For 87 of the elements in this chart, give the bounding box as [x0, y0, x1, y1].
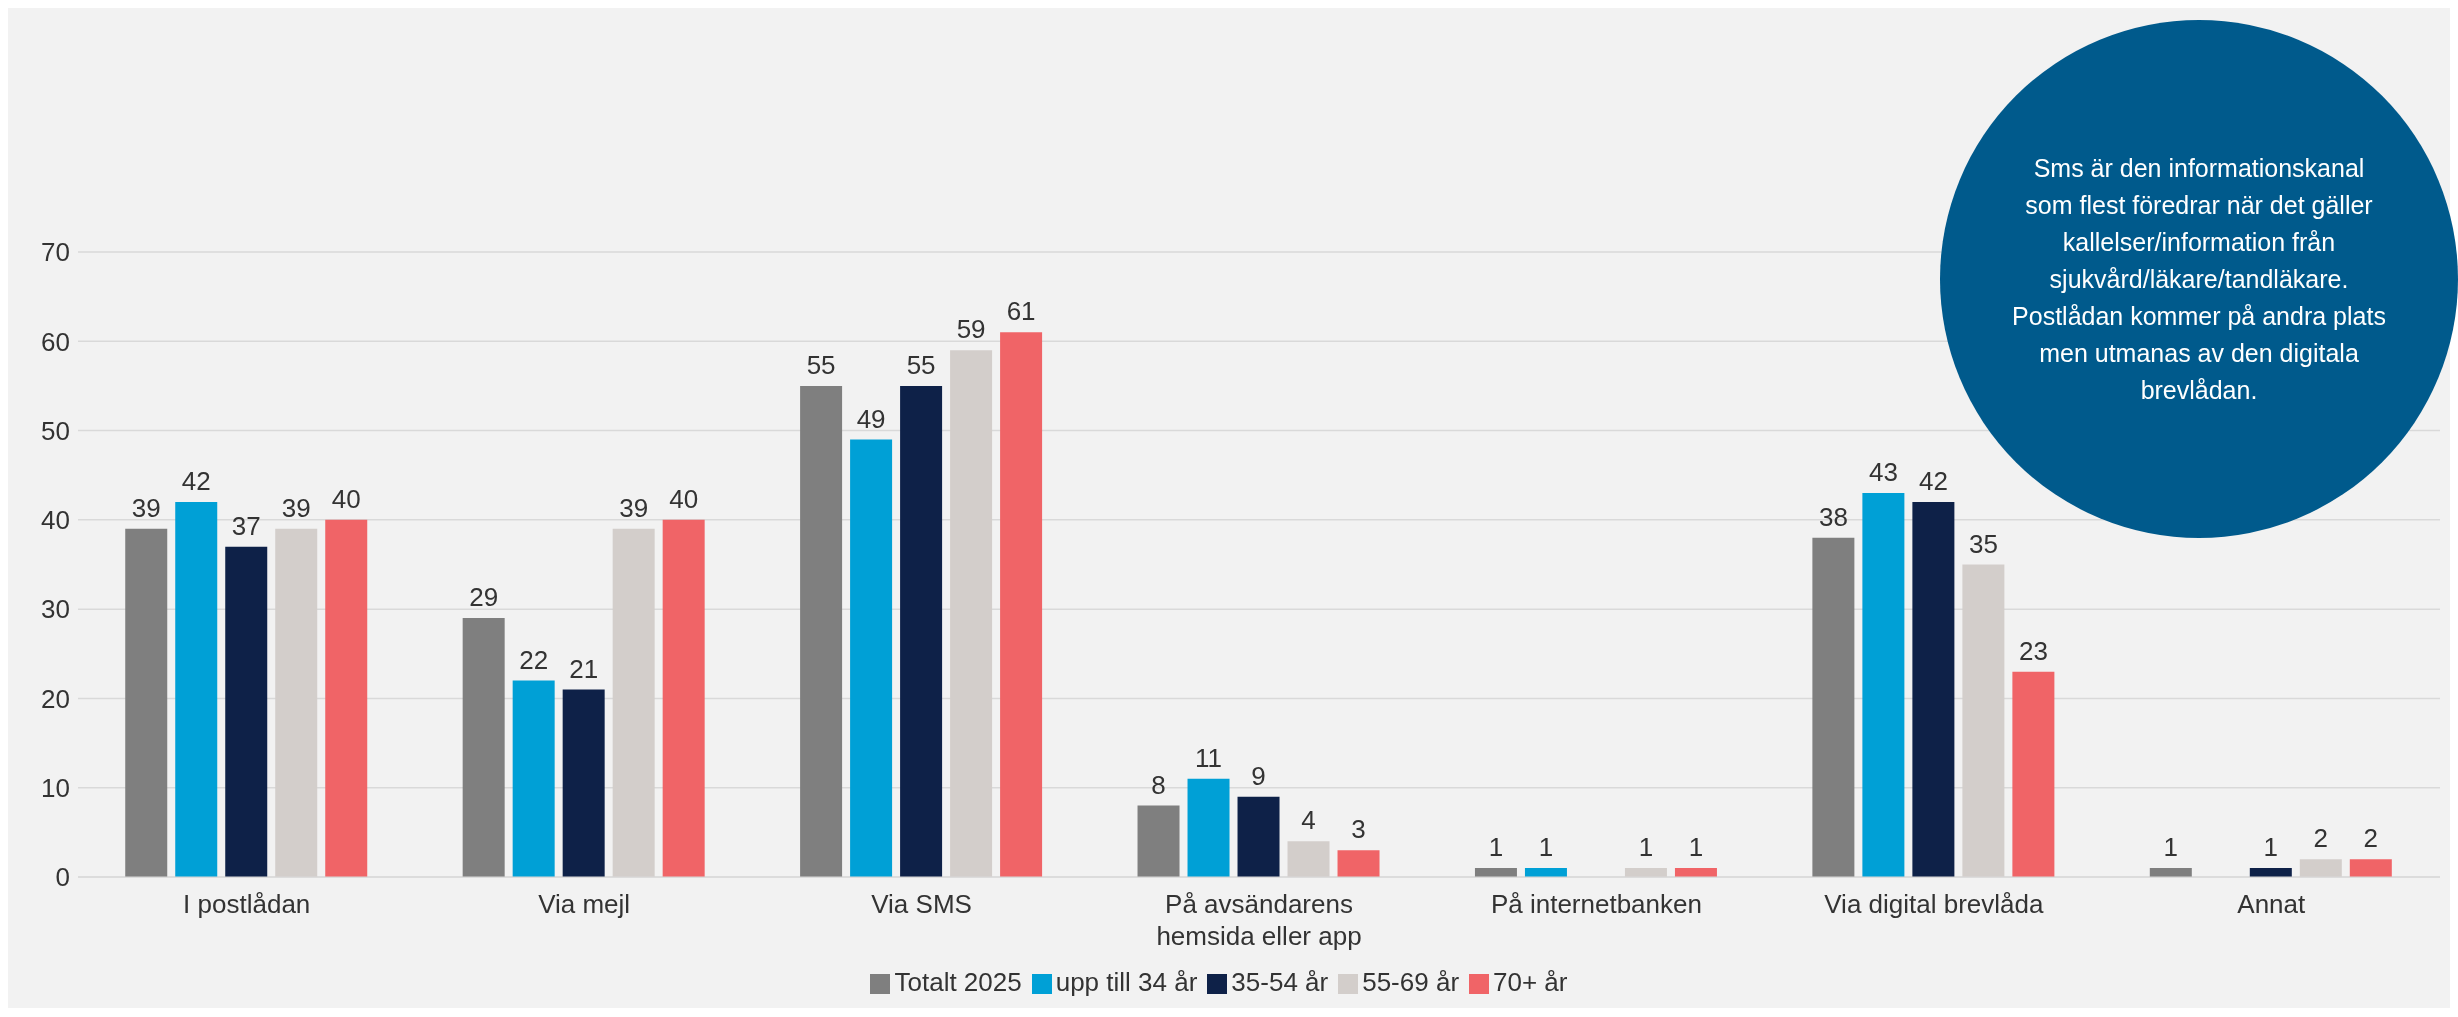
data-label: 42	[1918, 466, 1948, 496]
bar	[850, 439, 893, 877]
x-tick-label: I postlådan	[183, 889, 311, 919]
data-label: 1	[2163, 832, 2179, 863]
data-label: 55	[806, 349, 836, 380]
legend-label: Totalt 2025	[894, 967, 1022, 997]
bar	[325, 519, 368, 877]
bar	[1524, 868, 1567, 877]
legend-label: upp till 34 år	[1055, 967, 1198, 997]
legend-label: 35-54 år	[1231, 967, 1329, 997]
y-tick-label: 10	[41, 772, 70, 803]
x-tick-label: På internetbanken	[1490, 889, 1702, 919]
data-label: 35	[1968, 528, 1998, 559]
bar	[1812, 537, 1855, 877]
legend-label: 70+ år	[1493, 967, 1568, 997]
bar	[1624, 868, 1667, 877]
data-label: 1	[2263, 832, 2279, 863]
data-label: 4	[1301, 805, 1316, 836]
bar	[1674, 868, 1717, 877]
bar	[900, 385, 943, 877]
bar	[462, 618, 505, 877]
data-label: 8	[1151, 769, 1166, 800]
bar	[2249, 868, 2292, 877]
bar	[1000, 332, 1043, 877]
bar	[662, 519, 705, 877]
bar	[225, 546, 268, 877]
y-tick-label: 0	[55, 862, 70, 893]
bar	[1474, 868, 1517, 877]
bar	[512, 680, 555, 877]
bar	[562, 689, 605, 877]
data-label: 59	[956, 314, 986, 345]
bar	[2149, 868, 2192, 877]
data-label: 1	[1688, 832, 1704, 863]
y-tick-label: 20	[41, 683, 70, 714]
data-label: 55	[906, 349, 936, 380]
data-label: 2	[2363, 823, 2379, 854]
data-label: 1	[1538, 832, 1554, 863]
bar	[1862, 493, 1905, 877]
data-label: 37	[231, 510, 261, 541]
data-label: 39	[619, 492, 649, 523]
data-label: 61	[1006, 296, 1036, 327]
data-label: 3	[1351, 814, 1366, 845]
legend-label: 55-69 år	[1362, 967, 1460, 997]
data-label: 1	[1488, 832, 1504, 863]
bar	[1912, 502, 1955, 877]
bar	[1137, 805, 1180, 877]
data-label: 29	[469, 582, 499, 613]
y-tick-label: 70	[41, 237, 70, 268]
bar	[175, 502, 218, 877]
x-tick-label: Annat	[2237, 889, 2307, 919]
y-tick-label: 30	[41, 594, 70, 625]
bar	[1337, 850, 1380, 877]
data-label: 40	[331, 483, 361, 514]
data-label: 11	[1195, 742, 1223, 773]
data-label: 39	[281, 492, 311, 523]
x-tick-label: Via SMS	[871, 889, 972, 919]
data-label: 1	[1638, 832, 1654, 863]
x-tick-label: På avsändarens hemsida eller app	[1156, 889, 1362, 951]
data-label: 2	[2313, 823, 2329, 854]
data-label: 43	[1868, 457, 1898, 488]
data-label: 23	[2018, 635, 2048, 666]
data-label: 22	[519, 644, 549, 675]
data-label: 9	[1251, 760, 1266, 791]
bar	[2349, 859, 2392, 877]
data-label: 39	[131, 492, 161, 523]
annotation: Sms är den informationskanal som flest föredrar när det gäller kallelser/information från sjukvård/läkare/tandläkare. Postlådan kommer på andra plats men utmanas av den digitala brevlådan.	[2011, 152, 2387, 406]
bar	[1287, 841, 1330, 877]
bar	[800, 385, 843, 877]
bar	[950, 350, 993, 877]
data-label: 42	[181, 466, 211, 496]
x-tick-label: Via mejl	[538, 889, 631, 919]
y-tick-label: 60	[41, 326, 70, 357]
bar	[1187, 778, 1230, 877]
bar	[275, 528, 318, 877]
data-label: 49	[856, 403, 886, 434]
data-label: 40	[669, 483, 699, 514]
data-label: 38	[1818, 501, 1848, 532]
bar	[1962, 564, 2005, 877]
x-tick-label: Via digital brevlåda	[1824, 889, 2044, 919]
bar	[2012, 671, 2055, 877]
bar	[2299, 859, 2342, 877]
bar	[125, 528, 168, 877]
bar	[1237, 796, 1280, 877]
y-tick-label: 40	[41, 505, 70, 536]
y-tick-label: 50	[41, 415, 70, 446]
data-label: 21	[569, 653, 599, 684]
bar	[612, 528, 655, 877]
